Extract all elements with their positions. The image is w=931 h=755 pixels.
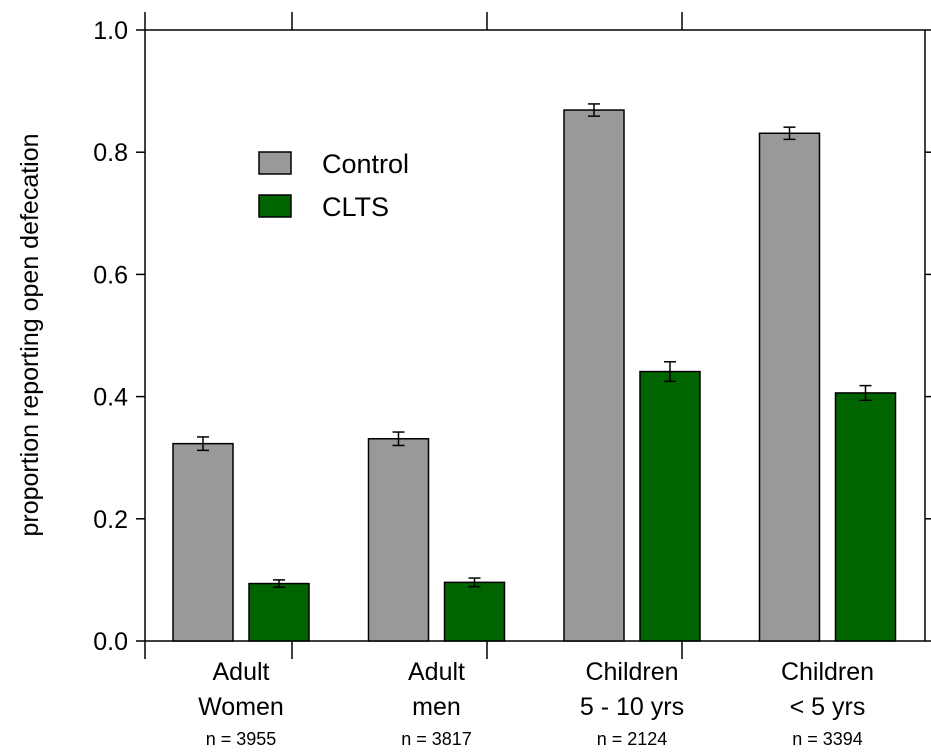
bar-control [172,442,234,642]
x-tick-label: Women [198,693,284,721]
x-tick-label: 5 - 10 yrs [580,693,684,721]
bar-control [563,109,625,642]
x-tick-label: Adult [408,658,465,686]
x-tick-label: < 5 yrs [790,693,866,721]
x-tick-label: Children [781,658,874,686]
bar-clts [639,370,701,642]
sample-size-label: n = 3817 [401,729,472,749]
bar-clts [248,582,310,642]
y-tick-label: 0.4 [93,384,128,412]
y-axis-label: proportion reporting open defecation [16,133,44,536]
x-tick-label: men [412,693,461,721]
y-tick-label: 0.2 [93,506,128,534]
legend-label: CLTS [322,192,389,222]
bar-control [758,132,821,642]
y-tick-label: 0.8 [93,139,128,167]
plot-frame [144,29,926,642]
y-tick-label: 1.0 [93,17,128,45]
legend-swatch-clts [258,194,292,218]
sample-size-label: n = 3394 [792,729,863,749]
y-tick-label: 0.6 [93,261,128,289]
bar-clts [443,581,506,642]
y-tick-label: 0.0 [93,628,128,656]
legend-swatch-control [258,151,292,175]
sample-size-label: n = 2124 [597,729,668,749]
x-tick-label: Adult [213,658,270,686]
legend-label: Control [322,149,409,179]
sample-size-label: n = 3955 [206,729,277,749]
bar-clts [834,392,897,642]
x-tick-label: Children [585,658,678,686]
bar-control [367,438,430,642]
